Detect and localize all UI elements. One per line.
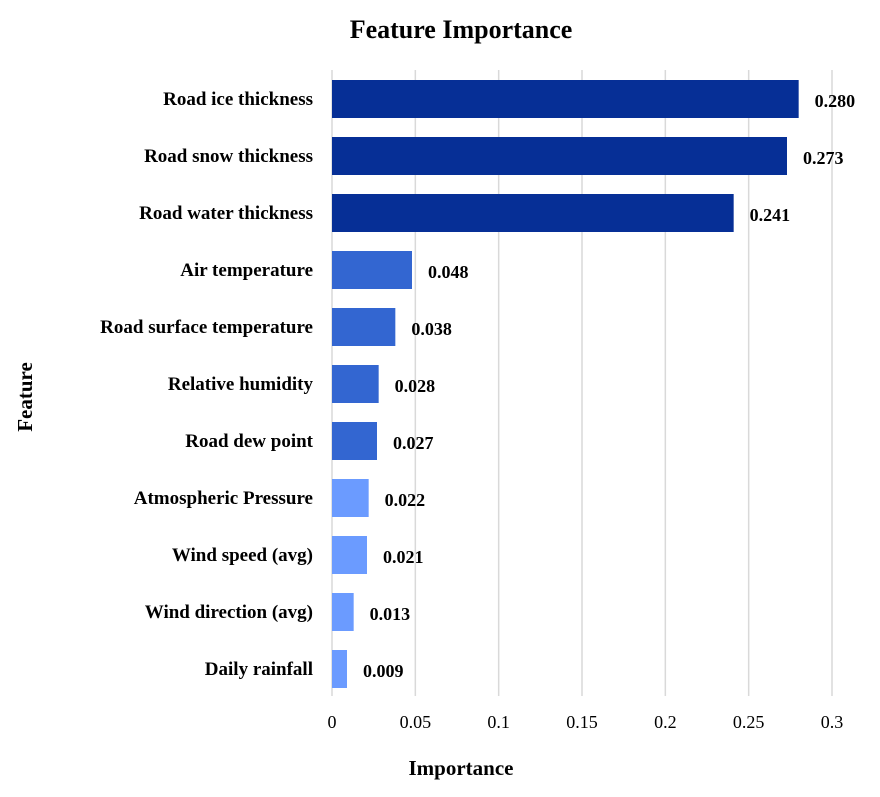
bar: [332, 251, 412, 289]
bar: [332, 536, 367, 574]
chart-title: Feature Importance: [350, 15, 573, 44]
value-label: 0.038: [411, 319, 452, 339]
category-label: Road water thickness: [139, 203, 313, 224]
x-tick-label: 0.25: [733, 712, 765, 732]
x-tick-label: 0.3: [821, 712, 844, 732]
value-label: 0.022: [385, 490, 426, 510]
value-label: 0.028: [395, 376, 436, 396]
value-label: 0.009: [363, 661, 404, 681]
bar: [332, 137, 787, 175]
bars: [332, 80, 799, 688]
bar: [332, 422, 377, 460]
category-labels: Road ice thickness Road snow thickness Roa…: [100, 89, 314, 680]
category-label: Road ice thickness: [163, 89, 313, 110]
bar: [332, 593, 354, 631]
bar: [332, 194, 734, 232]
x-tick-label: 0.2: [654, 712, 677, 732]
bar: [332, 650, 347, 688]
value-label: 0.013: [370, 604, 411, 624]
category-label: Daily rainfall: [205, 659, 313, 680]
category-label: Relative humidity: [168, 374, 314, 395]
category-label: Atmospheric Pressure: [134, 488, 313, 509]
bar: [332, 80, 799, 118]
bar: [332, 308, 396, 346]
x-axis-label: Importance: [409, 756, 514, 780]
category-label: Road snow thickness: [144, 146, 313, 167]
value-labels: 0.280 0.273 0.241 0.048 0.038 0.028 0.027 0.022…: [363, 91, 855, 681]
category-label: Wind direction (avg): [145, 602, 313, 623]
value-label: 0.021: [383, 547, 424, 567]
x-tick-label: 0.05: [400, 712, 432, 732]
y-axis-label: Feature: [13, 362, 37, 432]
category-label: Road dew point: [185, 431, 313, 452]
value-label: 0.280: [815, 91, 856, 111]
x-tick-label: 0.1: [487, 712, 510, 732]
bar: [332, 479, 369, 517]
category-label: Road surface temperature: [100, 317, 313, 338]
category-label: Wind speed (avg): [172, 545, 313, 566]
x-tick-labels: 0 0.05 0.1 0.15 0.2 0.25 0.3: [328, 712, 844, 732]
bar: [332, 365, 379, 403]
x-tick-label: 0: [328, 712, 337, 732]
value-label: 0.027: [393, 433, 434, 453]
category-label: Air temperature: [180, 260, 313, 281]
x-tick-label: 0.15: [566, 712, 598, 732]
value-label: 0.273: [803, 148, 844, 168]
value-label: 0.048: [428, 262, 469, 282]
value-label: 0.241: [750, 205, 791, 225]
